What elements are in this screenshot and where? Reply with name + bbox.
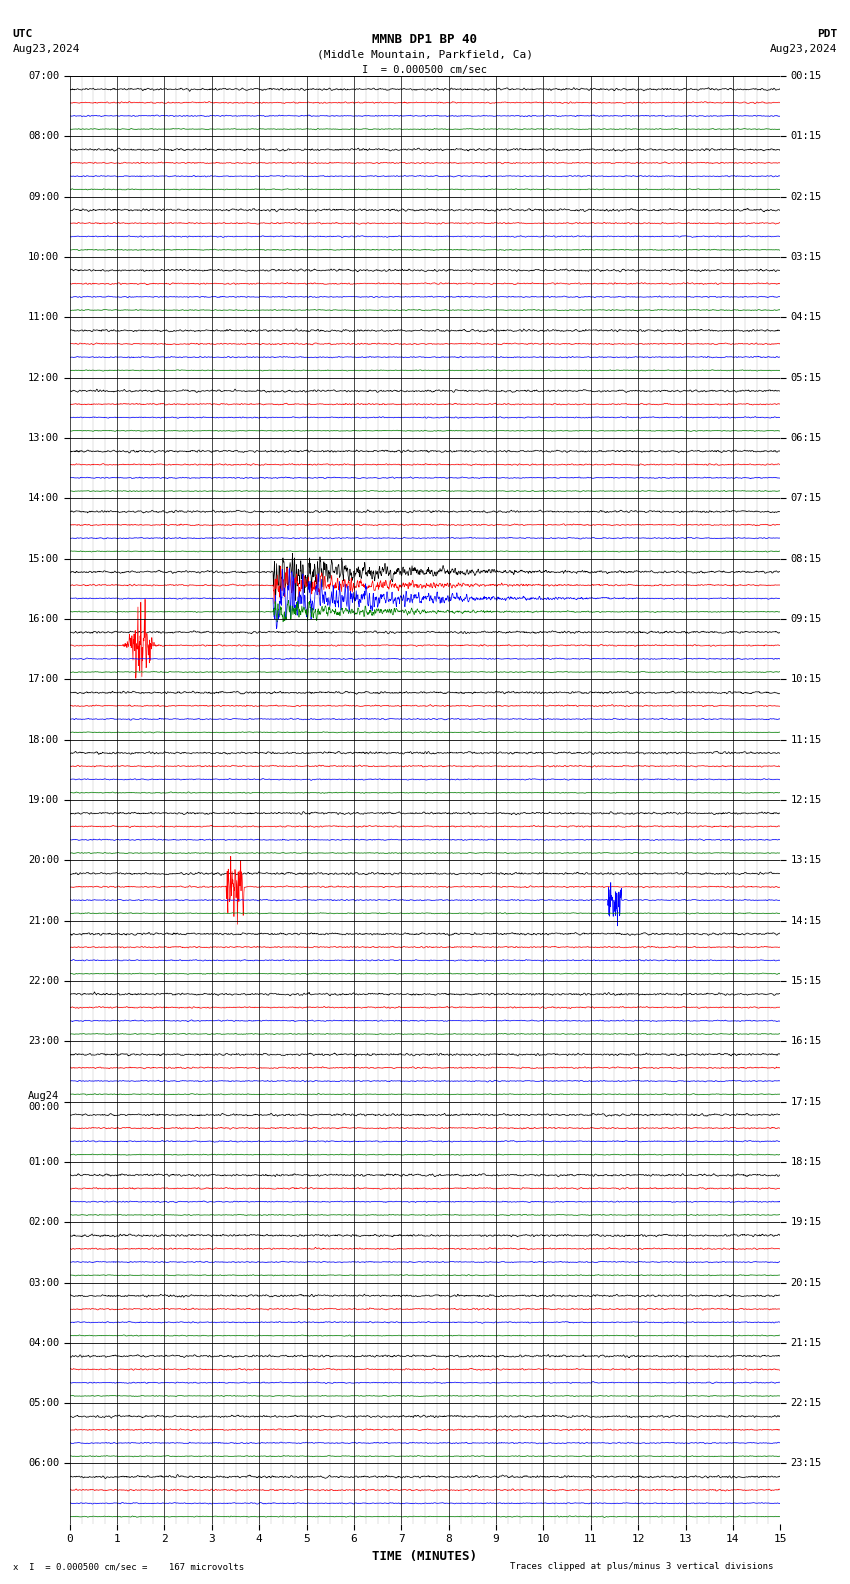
Text: Traces clipped at plus/minus 3 vertical divisions: Traces clipped at plus/minus 3 vertical … [510,1562,774,1571]
Text: Aug23,2024: Aug23,2024 [13,44,80,54]
Text: Aug23,2024: Aug23,2024 [770,44,837,54]
Text: MMNB DP1 BP 40: MMNB DP1 BP 40 [372,33,478,46]
Text: x  I  = 0.000500 cm/sec =    167 microvolts: x I = 0.000500 cm/sec = 167 microvolts [13,1562,244,1571]
Text: I  = 0.000500 cm/sec: I = 0.000500 cm/sec [362,65,488,74]
Text: UTC: UTC [13,29,33,38]
Text: PDT: PDT [817,29,837,38]
X-axis label: TIME (MINUTES): TIME (MINUTES) [372,1549,478,1563]
Text: (Middle Mountain, Parkfield, Ca): (Middle Mountain, Parkfield, Ca) [317,49,533,59]
